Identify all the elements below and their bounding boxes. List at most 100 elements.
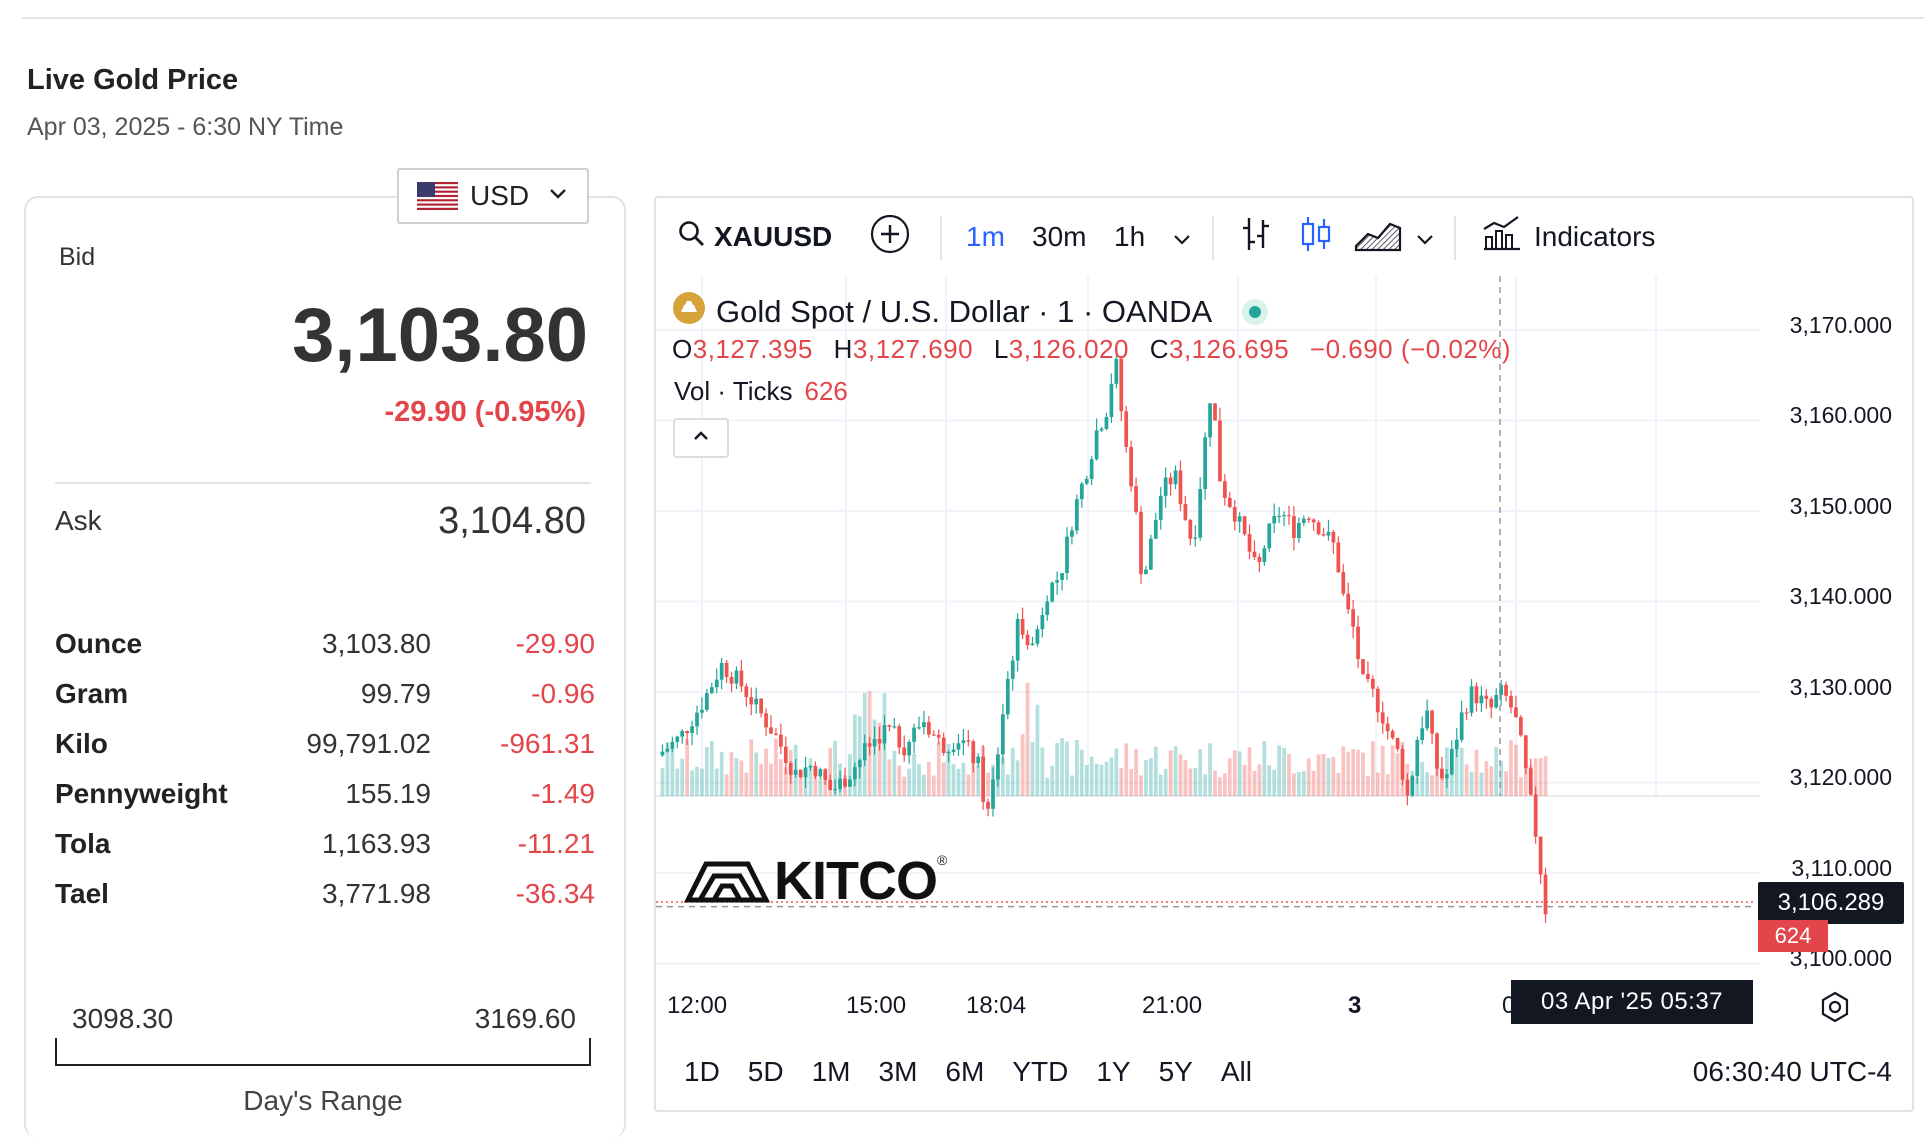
volume-bar <box>1010 747 1015 796</box>
volume-bar <box>1188 768 1193 796</box>
volume-bar <box>1134 748 1138 796</box>
candle-body <box>700 709 704 713</box>
candle-body <box>1400 748 1405 780</box>
chart-type-dropdown-button[interactable] <box>1416 198 1434 276</box>
price-chart[interactable] <box>656 276 1912 976</box>
unit-change: -961.31 <box>500 728 595 759</box>
volume-bar <box>1025 682 1030 796</box>
volume-bar <box>1257 764 1262 796</box>
volume-bar <box>1321 753 1326 796</box>
bar-chart-type-button[interactable] <box>1240 198 1272 276</box>
interval-1h[interactable]: 1h <box>1114 221 1146 252</box>
volume-bar <box>1380 745 1385 796</box>
unit-name: Tola <box>55 828 111 859</box>
volume-bar <box>1519 777 1523 796</box>
candle-body <box>818 769 823 777</box>
bid-label: Bid <box>59 243 96 271</box>
volume-bar <box>1149 758 1153 796</box>
unit-row: Ounce 3,103.80 -29.90 <box>55 628 595 678</box>
volume-bar <box>1005 774 1010 796</box>
volume-bar <box>719 751 724 796</box>
candle-body <box>754 698 759 705</box>
volume-bar <box>774 738 778 796</box>
indicators-button[interactable]: Indicators <box>1482 198 1655 276</box>
candle-body <box>690 726 694 734</box>
indicators-label: Indicators <box>1534 221 1656 252</box>
unit-value: 99.79 <box>360 678 431 709</box>
volume-bar <box>931 775 936 796</box>
volume-bar <box>1178 754 1183 796</box>
volume-bar <box>1158 774 1163 796</box>
gold-bar-icon <box>672 291 706 333</box>
symbol-search-button[interactable]: XAUUSD <box>678 198 832 276</box>
candle-body <box>1001 714 1005 755</box>
volume-bar <box>848 753 852 796</box>
range-1y[interactable]: 1Y <box>1096 1056 1131 1087</box>
range-1m[interactable]: 1M <box>811 1056 851 1087</box>
volume-bar <box>1326 757 1331 796</box>
kitco-logo: KITCO ® <box>684 850 947 912</box>
candle-body <box>695 712 699 727</box>
candle-body <box>1237 516 1242 522</box>
candle-body <box>1543 874 1548 915</box>
area-chart-type-button[interactable] <box>1354 198 1402 276</box>
volume-bar <box>705 747 709 796</box>
kitco-wordmark: KITCO <box>774 851 938 911</box>
candle-body <box>1380 712 1385 724</box>
candle-chart-type-button[interactable] <box>1300 198 1332 276</box>
volume-bar <box>1099 764 1104 796</box>
chevron-down-icon <box>549 187 567 205</box>
range-6m[interactable]: 6M <box>945 1056 985 1087</box>
candle-body <box>1084 478 1089 484</box>
volume-bar <box>1109 757 1114 796</box>
volume-bar <box>1267 765 1272 796</box>
candle-body <box>1050 582 1055 602</box>
candle-body <box>1020 618 1025 635</box>
candle-body <box>724 662 729 678</box>
volume-bar <box>783 767 788 796</box>
candle-body <box>739 670 744 687</box>
candle-body <box>1494 694 1499 708</box>
day-range-low: 3098.30 <box>72 1003 174 1034</box>
candle-body <box>793 769 798 775</box>
ohlc-high: 3,127.690 <box>852 334 974 364</box>
interval-1m[interactable]: 1m <box>966 221 1005 252</box>
candle-body <box>1395 737 1400 749</box>
chart-settings-button[interactable] <box>1818 990 1852 1024</box>
range-3m[interactable]: 3M <box>878 1056 918 1087</box>
candle-body <box>1178 470 1183 504</box>
volume-bar <box>734 758 739 796</box>
volume-bar <box>912 754 916 796</box>
unit-name: Pennyweight <box>55 778 228 809</box>
candle-body <box>1301 518 1306 524</box>
range-5d[interactable]: 5D <box>747 1056 784 1087</box>
crosshair-time-tag: 03 Apr '25 05:37 <box>1511 980 1753 1024</box>
range-1d[interactable]: 1D <box>684 1056 720 1087</box>
candle-body <box>769 727 773 734</box>
candle-body <box>833 788 837 791</box>
unit-name: Ounce <box>55 628 143 659</box>
candle-body <box>1297 523 1301 538</box>
volume-bar <box>1479 772 1484 796</box>
day-range-label: Day's Range <box>243 1085 403 1116</box>
ohlc-legend: O3,127.395 H3,127.690 L3,126.020 C3,126.… <box>672 334 1524 365</box>
volume-bar <box>902 776 907 796</box>
collapse-legend-button[interactable] <box>673 418 729 458</box>
candle-body <box>1183 503 1188 520</box>
range-5y[interactable]: 5Y <box>1158 1056 1193 1087</box>
volume-bar <box>1469 771 1474 796</box>
interval-30m[interactable]: 30m <box>1032 221 1087 252</box>
candle-body <box>843 778 847 787</box>
candle-body <box>1361 659 1365 674</box>
volume-bar <box>1035 704 1040 796</box>
volume-bar <box>1390 745 1395 796</box>
candle-body <box>803 767 808 778</box>
currency-select[interactable]: USD <box>397 168 589 224</box>
interval-dropdown-button[interactable] <box>1173 198 1191 276</box>
candle-body <box>1356 626 1360 660</box>
range-all[interactable]: All <box>1220 1056 1252 1087</box>
compare-symbol-button[interactable] <box>870 198 910 276</box>
volume-bar <box>1213 770 1217 796</box>
candle-body <box>857 760 862 768</box>
range-ytd[interactable]: YTD <box>1012 1056 1069 1087</box>
